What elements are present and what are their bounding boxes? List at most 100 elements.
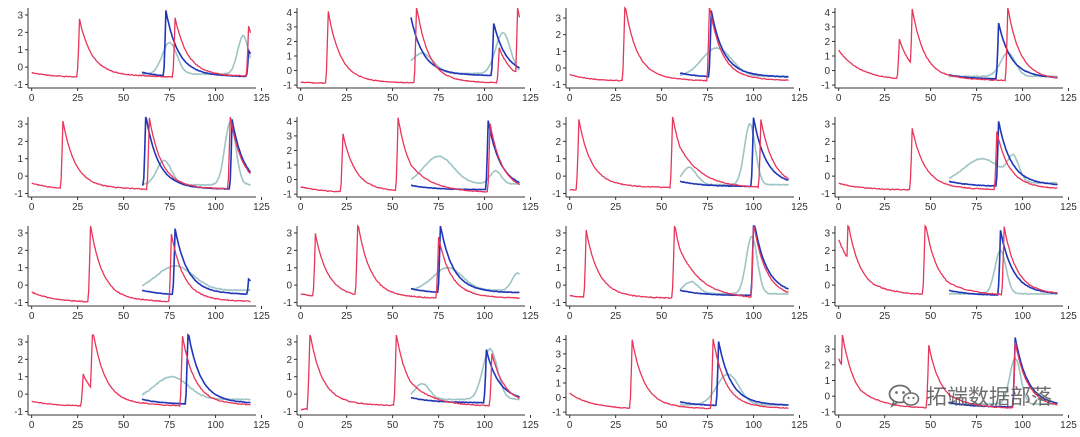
y-tick-label: 0 (17, 281, 23, 292)
series-forecast (948, 22, 1058, 80)
x-tick-label: 0 (298, 93, 304, 104)
x-tick-label: 125 (522, 311, 539, 322)
y-tick-label: 1 (824, 52, 830, 63)
wechat-icon (888, 384, 920, 409)
x-tick-label: 100 (1014, 202, 1031, 213)
x-tick-label: 100 (207, 93, 224, 104)
y-tick-label: -1 (552, 189, 561, 200)
x-tick-label: 0 (298, 202, 304, 213)
y-tick-label: -1 (14, 80, 23, 91)
series-observed (569, 338, 789, 410)
x-tick-label: 75 (433, 93, 445, 104)
y-tick-label: 0 (824, 66, 830, 77)
x-tick-label: 25 (610, 311, 622, 322)
x-tick-label: 75 (433, 311, 445, 322)
y-tick-label: -1 (14, 298, 23, 309)
chart-panel-4: 0 25 50 75 100 125 -1 0 1 2 3 4 (821, 7, 1077, 104)
x-tick-label: 25 (879, 420, 891, 431)
x-tick-label: 100 (476, 202, 493, 213)
x-tick-label: 50 (656, 93, 668, 104)
x-tick-label: 50 (118, 420, 130, 431)
x-tick-label: 0 (298, 311, 304, 322)
y-tick-label: 0 (286, 281, 292, 292)
series-observed (300, 334, 520, 411)
y-tick-label: 4 (286, 8, 292, 19)
chart-panel-3: 0 25 50 75 100 125 -1 0 1 2 3 (552, 6, 808, 104)
x-tick-label: 100 (476, 420, 493, 431)
x-tick-label: 50 (118, 311, 130, 322)
y-tick-label: 2 (824, 37, 830, 48)
x-tick-label: 75 (164, 93, 176, 104)
series-observed (300, 7, 521, 84)
series-forecast (410, 17, 520, 77)
series-alternative (948, 153, 1058, 185)
series-alternative (948, 52, 1058, 78)
y-tick-label: -1 (821, 407, 830, 418)
y-tick-label: 2 (824, 137, 830, 148)
x-tick-label: 50 (925, 420, 937, 431)
series-alternative (679, 46, 789, 78)
chart-panel-6: 0 25 50 75 100 125 -1 0 1 2 3 4 (283, 117, 539, 213)
y-tick-label: 1 (286, 161, 292, 172)
y-tick-label: 0 (286, 175, 292, 186)
series-forecast (141, 333, 251, 405)
y-tick-label: 1 (555, 47, 561, 58)
x-tick-label: 0 (567, 93, 573, 104)
series-alternative (410, 155, 520, 185)
y-tick-label: 0 (824, 392, 830, 403)
series-forecast (679, 117, 789, 188)
x-tick-label: 75 (702, 311, 714, 322)
y-tick-label: -1 (821, 298, 830, 309)
x-tick-label: 125 (1060, 93, 1077, 104)
x-tick-label: 25 (879, 93, 891, 104)
y-tick-label: -1 (14, 407, 23, 418)
x-tick-label: 50 (387, 311, 399, 322)
series-observed (31, 334, 251, 408)
series-alternative (679, 122, 789, 187)
x-tick-label: 100 (745, 202, 762, 213)
y-tick-label: 0 (555, 64, 561, 75)
y-tick-label: 4 (555, 335, 561, 346)
series-alternative (679, 235, 789, 296)
series-observed (838, 128, 1058, 191)
y-tick-label: 2 (555, 246, 561, 257)
y-tick-label: 1 (824, 154, 830, 165)
series-forecast (948, 121, 1058, 187)
x-tick-label: 50 (118, 202, 130, 213)
x-tick-label: 100 (476, 93, 493, 104)
x-tick-label: 25 (879, 311, 891, 322)
y-tick-label: 0 (824, 172, 830, 183)
y-tick-label: 3 (555, 119, 561, 130)
y-tick-label: 2 (286, 37, 292, 48)
x-tick-label: 100 (1014, 93, 1031, 104)
x-tick-label: 125 (253, 311, 270, 322)
x-tick-label: 100 (745, 311, 762, 322)
x-tick-label: 100 (745, 420, 762, 431)
x-tick-label: 75 (164, 202, 176, 213)
x-tick-label: 125 (791, 420, 808, 431)
x-tick-label: 0 (29, 202, 35, 213)
y-tick-label: 2 (17, 137, 23, 148)
y-tick-label: 2 (824, 246, 830, 257)
x-tick-label: 75 (164, 311, 176, 322)
chart-panel-10: 0 25 50 75 100 125 -1 0 1 2 3 (283, 224, 539, 322)
chart-panel-1: 0 25 50 75 100 125 -1 0 1 2 3 (14, 8, 270, 104)
y-tick-label: 3 (824, 228, 830, 239)
y-tick-label: 1 (555, 154, 561, 165)
x-tick-label: 0 (836, 311, 842, 322)
x-tick-label: 0 (567, 420, 573, 431)
x-tick-label: 25 (879, 202, 891, 213)
y-tick-label: 1 (286, 52, 292, 63)
x-tick-label: 100 (1014, 311, 1031, 322)
x-tick-label: 125 (791, 311, 808, 322)
series-observed (838, 224, 1058, 296)
series-observed (31, 17, 252, 79)
y-tick-label: 0 (286, 390, 292, 401)
y-tick-label: 3 (824, 345, 830, 356)
y-tick-label: 1 (286, 263, 292, 274)
x-tick-label: 125 (522, 202, 539, 213)
x-tick-label: 25 (341, 93, 353, 104)
series-observed (300, 117, 521, 193)
x-tick-label: 125 (522, 93, 539, 104)
x-tick-label: 50 (387, 420, 399, 431)
